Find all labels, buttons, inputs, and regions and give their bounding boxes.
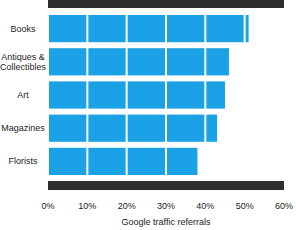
- grid-line: [126, 10, 128, 180]
- frame-bottom: [48, 181, 284, 190]
- category-label: Antiques &Collectibles: [0, 52, 47, 72]
- grid-line: [86, 10, 88, 180]
- tick-label: 40%: [196, 201, 214, 211]
- bars: [48, 15, 249, 175]
- grid-line: [244, 10, 246, 180]
- category-label: Art: [17, 90, 29, 100]
- grid-line: [283, 10, 285, 180]
- tick-label: 10%: [78, 201, 96, 211]
- bar: [48, 148, 197, 175]
- frame-top: [48, 0, 284, 8]
- tick-label: 0%: [41, 201, 54, 211]
- grid-line: [204, 10, 206, 180]
- axis-label: Google traffic referrals: [122, 217, 211, 227]
- category-label: Magazines: [1, 123, 45, 133]
- grid-line: [47, 10, 49, 180]
- bar: [48, 48, 229, 75]
- chart-container: Books Antiques &Collectibles Art Magazines F…: [0, 0, 296, 230]
- grid-line: [165, 10, 167, 180]
- tick-label: 20%: [118, 201, 136, 211]
- tick-label: 30%: [157, 201, 175, 211]
- bar: [48, 115, 217, 142]
- bar: [48, 81, 225, 108]
- category-label: Books: [10, 24, 36, 34]
- tick-label: 60%: [275, 201, 293, 211]
- bar: [48, 15, 249, 42]
- category-label: Florists: [9, 156, 38, 166]
- chart: Books Antiques &Collectibles Art Magazines F…: [0, 0, 296, 230]
- tick-label: 50%: [236, 201, 254, 211]
